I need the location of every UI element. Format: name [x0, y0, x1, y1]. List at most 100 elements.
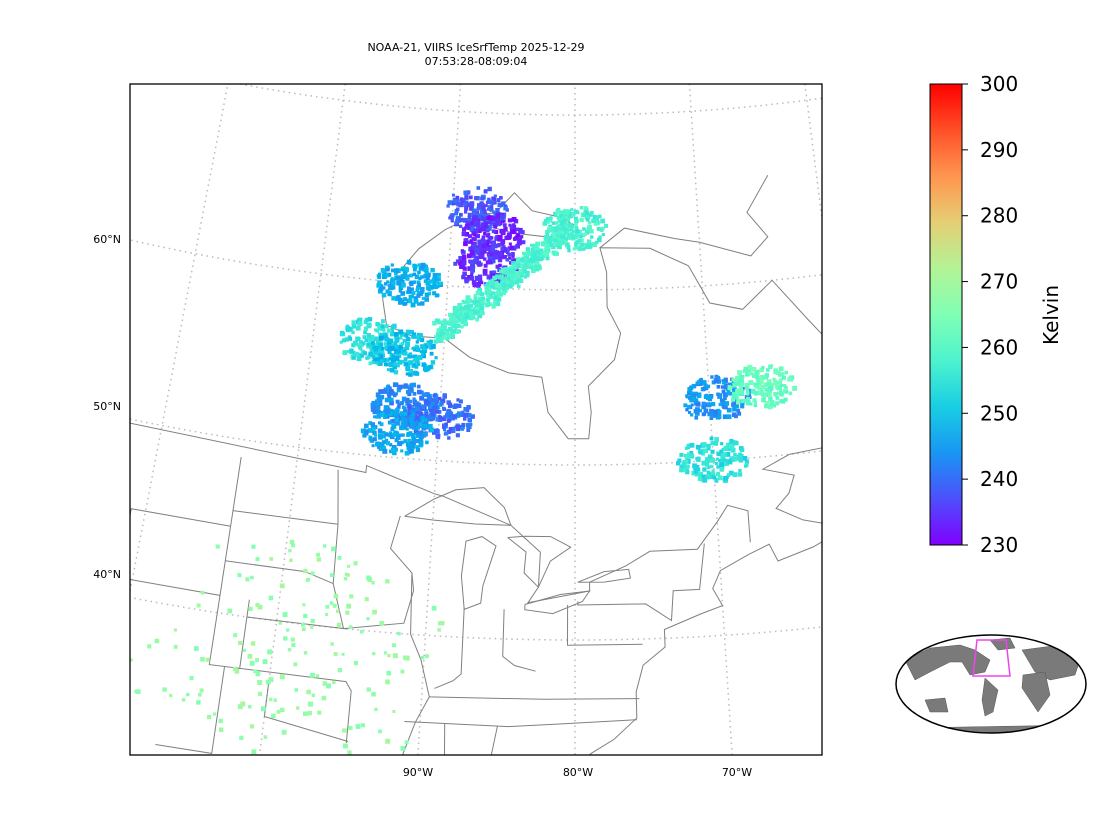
data-point [762, 392, 767, 397]
data-point [399, 336, 403, 340]
data-point [735, 389, 740, 394]
data-point [702, 412, 707, 416]
data-point [189, 675, 194, 680]
data-point [460, 249, 465, 253]
colorbar-tick-label: 290 [980, 138, 1018, 162]
data-point [386, 670, 392, 676]
data-point [502, 219, 506, 223]
data-point [576, 229, 582, 235]
data-point [442, 325, 447, 330]
data-point [351, 343, 355, 347]
data-point [515, 243, 520, 249]
data-point [417, 302, 421, 306]
data-point [515, 234, 520, 239]
data-point [745, 400, 751, 405]
data-point [391, 445, 397, 450]
data-point [408, 298, 413, 303]
data-point [777, 385, 782, 391]
data-point [414, 344, 418, 348]
data-point [448, 333, 452, 337]
data-point [306, 577, 311, 582]
data-point [329, 601, 334, 605]
data-point [717, 410, 722, 414]
data-point [443, 330, 449, 336]
data-point [704, 474, 709, 479]
data-point [392, 450, 397, 456]
data-point [544, 251, 550, 257]
data-point [311, 693, 316, 698]
data-point [169, 693, 173, 698]
data-point [378, 389, 383, 394]
data-point [418, 432, 424, 438]
data-point [134, 689, 138, 694]
data-point [683, 403, 688, 408]
data-point [255, 671, 261, 677]
data-point [437, 321, 441, 325]
data-point [453, 261, 458, 266]
data-point [440, 323, 445, 327]
data-point [464, 314, 470, 320]
data-point [490, 205, 494, 209]
data-point [381, 319, 385, 323]
data-point [444, 422, 448, 427]
data-point [413, 402, 418, 407]
data-point [461, 306, 466, 311]
data-point [553, 242, 557, 247]
data-point [405, 390, 411, 395]
data-point [396, 413, 401, 418]
data-point [702, 478, 708, 483]
data-point [604, 224, 608, 228]
data-point [520, 230, 525, 234]
data-point [407, 441, 411, 446]
data-point [394, 354, 399, 358]
data-point [736, 408, 741, 413]
data-point [703, 408, 709, 414]
data-point [336, 622, 342, 627]
data-point [458, 255, 463, 260]
data-point [783, 397, 788, 402]
data-point [361, 341, 366, 346]
data-point [759, 379, 764, 384]
data-points [130, 186, 798, 755]
data-point [387, 349, 392, 354]
data-point [489, 293, 493, 297]
data-point [402, 301, 407, 306]
data-point [240, 701, 246, 707]
data-point [457, 404, 462, 408]
data-point [687, 390, 691, 395]
data-point [783, 384, 787, 388]
data-point [310, 625, 314, 629]
data-point [439, 329, 444, 334]
colorbar-tick-label: 270 [980, 270, 1018, 294]
data-point [731, 457, 736, 462]
data-point [701, 474, 706, 479]
data-point [135, 689, 141, 694]
data-point [482, 268, 488, 274]
data-point [421, 392, 427, 397]
data-point [377, 361, 383, 366]
data-point [376, 283, 381, 288]
data-point [425, 280, 431, 286]
data-point [597, 237, 602, 243]
data-point [364, 338, 368, 343]
coastline-or-border [460, 536, 497, 610]
data-point [769, 401, 774, 406]
data-point [435, 280, 439, 285]
data-point [418, 291, 423, 296]
colorbar-tick-label: 300 [980, 72, 1018, 96]
data-point [676, 461, 681, 466]
data-point [248, 705, 252, 709]
data-point [476, 221, 481, 226]
coastline-or-border [524, 590, 591, 615]
data-point [414, 274, 420, 280]
data-point [349, 348, 354, 353]
data-point [724, 383, 728, 388]
data-point [355, 724, 361, 729]
data-point [347, 564, 351, 568]
latitude-labels: 60°N50°N40°N [93, 233, 121, 581]
data-point [535, 256, 540, 261]
data-point [384, 397, 390, 403]
data-point [480, 238, 486, 243]
title-line-2: 07:53:28-08:09:04 [424, 55, 528, 68]
data-point [393, 341, 398, 346]
